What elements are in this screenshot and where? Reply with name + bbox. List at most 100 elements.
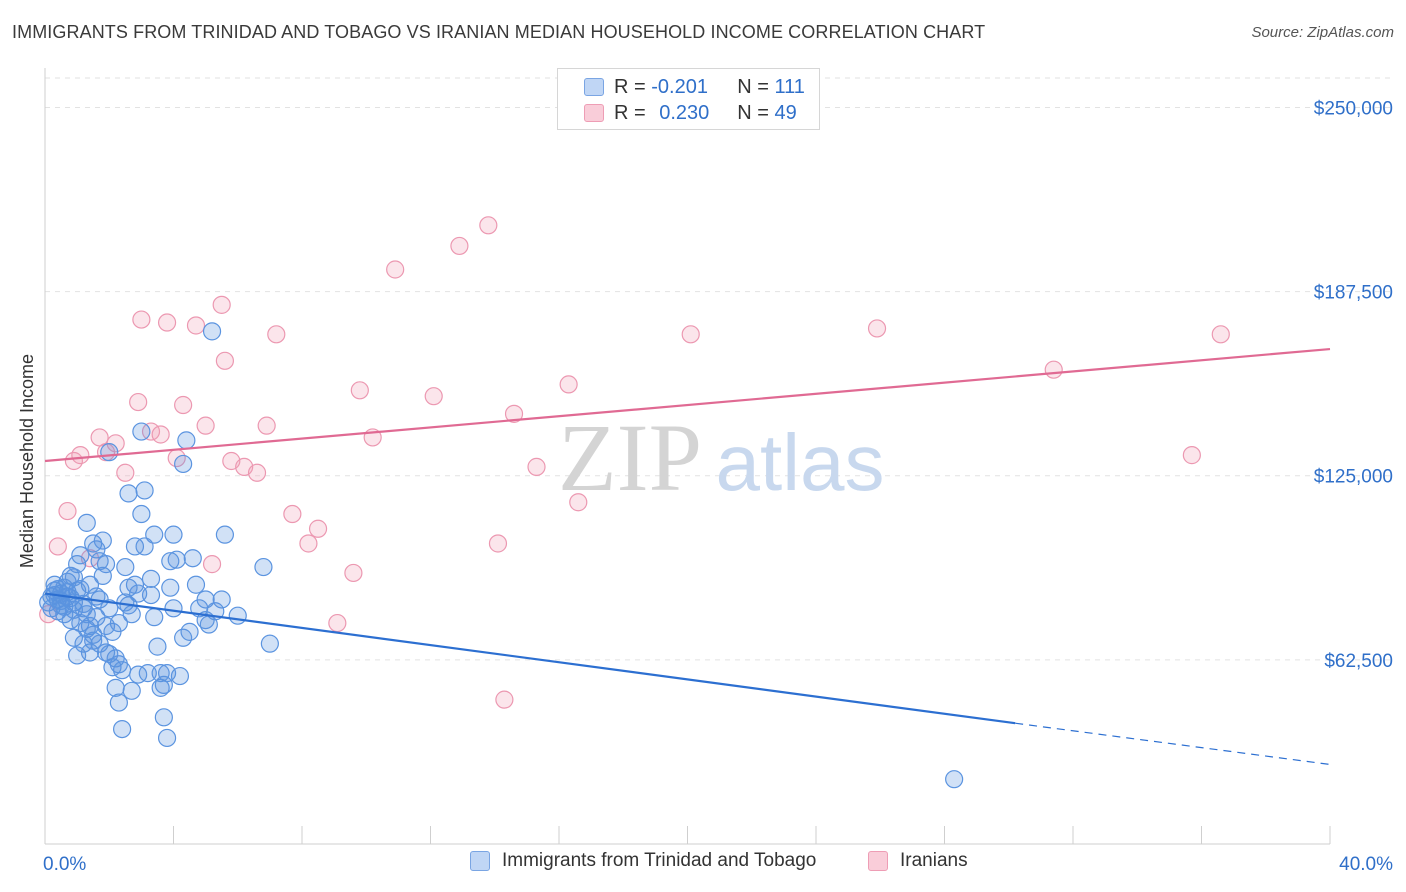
point-iranians [681,325,700,344]
point-trinidad [164,599,183,618]
point-trinidad [254,557,273,577]
gridlines [45,77,1390,661]
point-iranians [151,425,170,444]
point-trinidad [177,431,196,450]
point-trinidad [100,599,119,618]
point-iranians [48,537,67,556]
bottom-legend-iranians: Iranians [868,850,968,872]
trend-line-iranians [44,347,1331,463]
point-trinidad [129,665,148,684]
axes [44,68,1331,845]
legend-n-label: N = [737,101,769,124]
point-trinidad [145,608,164,627]
point-iranians [186,316,206,335]
point-trinidad [109,655,128,674]
point-iranians [504,404,524,423]
point-trinidad [87,587,106,606]
point-trinidad [154,708,173,727]
point-trinidad [119,484,138,503]
point-iranians [488,534,508,553]
point-trinidad [945,770,964,789]
point-trinidad [71,546,90,565]
legend-swatch-pink [584,104,604,122]
point-trinidad [148,637,167,656]
point-iranians [344,563,363,583]
x-tick-label-min: 0.0% [43,854,86,875]
point-trinidad [215,525,234,544]
point-iranians [1211,325,1230,344]
y-tick-label: $125,000 [1314,467,1393,488]
legend-n-label: N = [737,75,769,98]
trend-lines [44,347,1331,766]
point-trinidad [186,575,206,594]
legend-swatch-blue [584,78,604,96]
legend-n-value: 111 [774,75,805,98]
point-trinidad [90,552,109,571]
point-iranians [559,375,578,394]
point-iranians [267,325,286,344]
point-iranians [58,501,77,521]
point-trinidad [122,681,141,700]
point-iranians [1182,446,1201,465]
point-iranians [527,457,546,476]
point-iranians [308,519,328,538]
bottom-legend-label-iranians: Iranians [900,850,968,871]
point-trinidad [170,666,190,686]
series-iranians [39,216,1230,709]
point-trinidad [138,664,157,683]
y-tick-label: $62,500 [1324,651,1393,672]
point-trinidad [112,719,132,739]
legend-r-value: -0.201 [651,75,708,98]
bottom-legend-swatch-pink [868,851,888,871]
point-trinidad [157,728,177,748]
point-trinidad [80,575,100,594]
point-iranians [450,236,469,256]
point-trinidad [132,504,151,524]
point-trinidad [183,549,202,568]
point-iranians [129,392,148,412]
point-trinidad [77,605,96,624]
point-iranians [569,493,588,512]
point-trinidad [100,443,119,462]
point-trinidad [80,616,100,636]
point-trinidad [145,525,164,544]
point-iranians [350,381,369,400]
point-trinidad [116,557,135,577]
legend-row-iranians: R = 0.230 N = 49 [584,100,797,126]
legend-n-value: 49 [774,101,797,124]
point-trinidad [93,566,112,586]
y-axis-label: Median Household Income [17,354,37,568]
point-iranians [247,463,267,482]
x-tick-label-max: 40.0% [1339,854,1393,875]
point-trinidad [167,550,186,569]
point-iranians [212,295,231,314]
point-trinidad [132,422,151,441]
source-label: Source: ZipAtlas.com [1251,24,1394,41]
point-iranians [157,313,177,332]
point-trinidad [135,537,154,556]
point-trinidad [64,568,84,587]
point-trinidad [228,606,247,625]
trend-line-trinidad [44,592,1016,725]
point-iranians [283,504,302,524]
point-trinidad [96,616,116,636]
point-trinidad [202,322,222,341]
point-trinidad [212,590,231,609]
legend-r-label: R = [614,75,646,98]
bottom-legend-trinidad: Immigrants from Trinidad and Tobago [470,850,816,872]
point-trinidad [93,531,112,550]
point-trinidad [174,628,193,647]
point-trinidad [106,678,125,697]
point-iranians [867,319,887,338]
bottom-legend-label-trinidad: Immigrants from Trinidad and Tobago [502,850,817,871]
point-iranians [132,310,151,329]
legend-row-trinidad: R = -0.201 N = 111 [584,74,805,100]
point-iranians [328,613,347,633]
point-trinidad [77,513,96,532]
watermark-zip: ZIP [558,404,702,511]
point-iranians [215,351,234,370]
point-iranians [424,387,443,406]
point-iranians [174,395,193,415]
point-iranians [202,555,222,574]
point-iranians [495,690,514,709]
